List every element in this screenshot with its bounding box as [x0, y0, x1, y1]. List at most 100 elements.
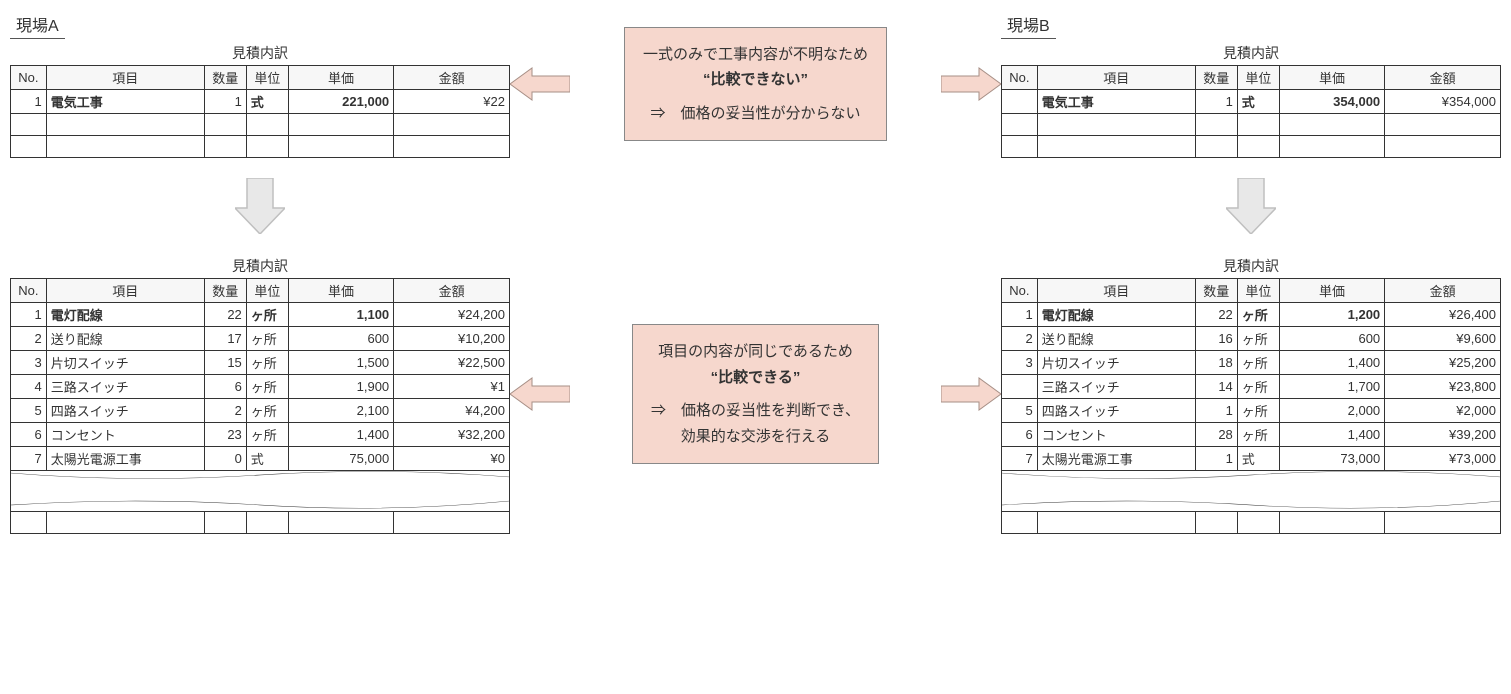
cell: 四路スイッチ [1037, 399, 1195, 423]
cell [246, 136, 288, 158]
table-row: 3片切スイッチ15ヶ所1,500¥22,500 [11, 351, 510, 375]
cell: 1,400 [1279, 351, 1384, 375]
estimate-table-a-top: No. 項目 数量 単位 単価 金額 1電気工事1式221,000¥22 [10, 65, 510, 158]
cell: 15 [204, 351, 246, 375]
cell [288, 114, 393, 136]
cell: ヶ所 [246, 423, 288, 447]
cell: ¥32,200 [394, 423, 510, 447]
table-title-a-top: 見積内訳 [10, 43, 510, 63]
callout-bottom-line3b: 効果的な交渉を行える [651, 424, 860, 450]
cell [394, 114, 510, 136]
cell [46, 114, 204, 136]
table-row [11, 512, 510, 534]
callout-top-line1: 一式のみで工事内容が不明なため [643, 42, 868, 68]
table-row: 5四路スイッチ2ヶ所2,100¥4,200 [11, 399, 510, 423]
cell: 7 [11, 447, 47, 471]
cell: 22 [1195, 303, 1237, 327]
table-row: 1電灯配線22ヶ所1,200¥26,400 [1002, 303, 1501, 327]
cell: ¥22,500 [394, 351, 510, 375]
callout-bottom-line1: 項目の内容が同じであるため [651, 339, 860, 365]
cell: 式 [246, 447, 288, 471]
table-title-a-bottom: 見積内訳 [10, 256, 510, 276]
cell: ¥9,600 [1385, 327, 1501, 351]
cell: 電灯配線 [46, 303, 204, 327]
cell: 片切スイッチ [46, 351, 204, 375]
col-no: No. [1002, 279, 1038, 303]
col-price: 単価 [1279, 66, 1384, 90]
down-arrow-a [10, 158, 510, 254]
cell: 電気工事 [1037, 90, 1195, 114]
cell: 式 [246, 90, 288, 114]
cell [1385, 114, 1501, 136]
cell [1037, 114, 1195, 136]
cell: ¥0 [394, 447, 510, 471]
col-no: No. [11, 279, 47, 303]
cell [11, 114, 47, 136]
cell [394, 136, 510, 158]
cell: コンセント [1037, 423, 1195, 447]
cell [204, 136, 246, 158]
cell: ¥22 [394, 90, 510, 114]
callout-bottom-wrapper: 項目の内容が同じであるため “比較できる” ⇒ 価格の妥当性を判断でき、 効果的… [510, 254, 1001, 534]
site-a-bottom-block: 見積内訳 No. 項目 数量 単位 単価 金額 1電灯配線22ヶ所1,100¥2… [10, 254, 510, 534]
col-unit: 単位 [246, 66, 288, 90]
cell: 1,400 [1279, 423, 1384, 447]
cell: 0 [204, 447, 246, 471]
cell: ヶ所 [246, 375, 288, 399]
torn-edge-a [10, 471, 510, 511]
cell: 式 [1237, 90, 1279, 114]
callout-top-wrapper: 一式のみで工事内容が不明なため “比較できない” ⇒ 価格の妥当性が分からない [510, 10, 1001, 158]
table-row: 2送り配線16ヶ所600¥9,600 [1002, 327, 1501, 351]
cell: 2 [204, 399, 246, 423]
cell: 片切スイッチ [1037, 351, 1195, 375]
cell: 2 [11, 327, 47, 351]
cell: 電気工事 [46, 90, 204, 114]
cell: 1,200 [1279, 303, 1384, 327]
cell: 1 [1002, 303, 1038, 327]
cell [1037, 136, 1195, 158]
col-price: 単価 [288, 279, 393, 303]
cell: ヶ所 [246, 303, 288, 327]
arrow-right-icon [941, 374, 1001, 414]
col-amt: 金額 [1385, 66, 1501, 90]
table-row: 5四路スイッチ1ヶ所2,000¥2,000 [1002, 399, 1501, 423]
callout-bottom: 項目の内容が同じであるため “比較できる” ⇒ 価格の妥当性を判断でき、 効果的… [632, 324, 879, 464]
callout-top-line3: ⇒ 価格の妥当性が分からない [643, 101, 868, 127]
cell: 1,900 [288, 375, 393, 399]
cell: 1,500 [288, 351, 393, 375]
col-item: 項目 [46, 66, 204, 90]
callout-top-line2: “比較できない” [643, 67, 868, 93]
col-item: 項目 [1037, 66, 1195, 90]
cell [1195, 114, 1237, 136]
col-item: 項目 [46, 279, 204, 303]
cell [246, 114, 288, 136]
cell: 14 [1195, 375, 1237, 399]
cell: 1 [1195, 447, 1237, 471]
cell [1002, 375, 1038, 399]
estimate-table-a-bottom-tail [10, 511, 510, 534]
cell: 6 [204, 375, 246, 399]
cell: 1 [1195, 399, 1237, 423]
table-title-b-bottom: 見積内訳 [1001, 256, 1501, 276]
cell: ヶ所 [246, 351, 288, 375]
cell: ヶ所 [1237, 423, 1279, 447]
cell: 三路スイッチ [46, 375, 204, 399]
table-row: 電気工事1式354,000¥354,000 [1002, 90, 1501, 114]
cell: 600 [288, 327, 393, 351]
table-row [1002, 512, 1501, 534]
site-a-top-block: 現場A 見積内訳 No. 項目 数量 単位 単価 金額 1電気工事1式221,0… [10, 10, 510, 158]
cell: ヶ所 [1237, 351, 1279, 375]
cell: ¥26,400 [1385, 303, 1501, 327]
cell [11, 136, 47, 158]
cell: 354,000 [1279, 90, 1384, 114]
cell: 7 [1002, 447, 1038, 471]
cell: ¥1 [394, 375, 510, 399]
cell [204, 114, 246, 136]
cell: 送り配線 [1037, 327, 1195, 351]
col-qty: 数量 [1195, 279, 1237, 303]
cell: ヶ所 [1237, 399, 1279, 423]
cell [288, 136, 393, 158]
cell: 2 [1002, 327, 1038, 351]
callout-bottom-line2: “比較できる” [651, 365, 860, 391]
cell: ¥39,200 [1385, 423, 1501, 447]
